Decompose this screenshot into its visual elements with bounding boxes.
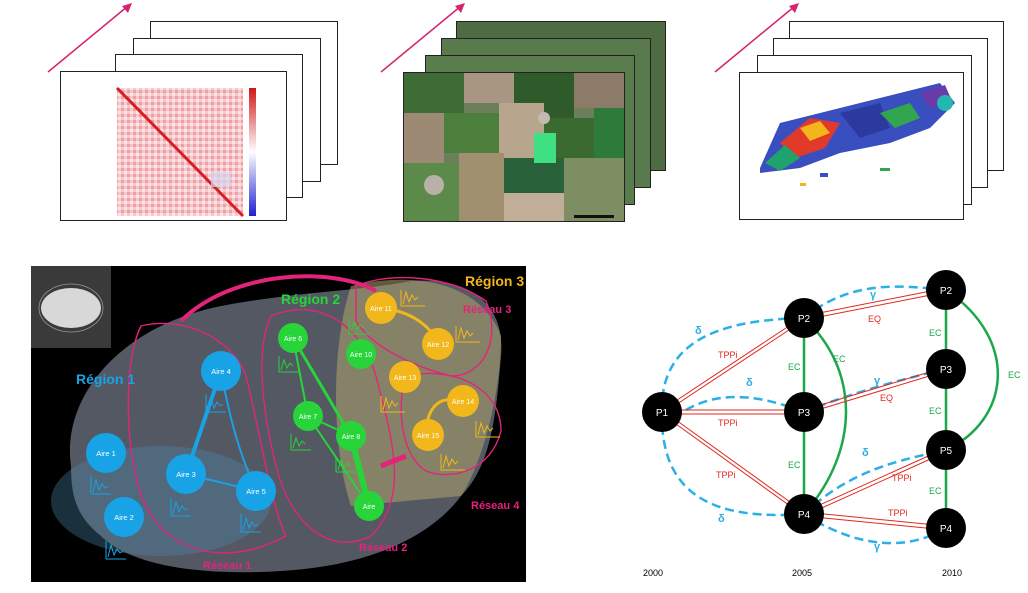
svg-text:EC: EC	[1008, 370, 1021, 380]
svg-text:Aire 2: Aire 2	[114, 513, 134, 522]
temporal-graph-panel: P1 P2 P3 P4 P2 P3 P5 P4 TPPi TPPi TPPi E…	[560, 262, 1028, 588]
node-p4-2005: P4	[784, 494, 824, 534]
svg-text:EC: EC	[788, 362, 801, 372]
network-1-label: Réseau 1	[203, 560, 251, 572]
svg-text:P3: P3	[940, 365, 953, 376]
network-link	[179, 274, 377, 323]
svg-text:TPPi: TPPi	[892, 473, 912, 483]
area-node-12: Aire 12	[422, 328, 454, 360]
svg-text:δ: δ	[695, 325, 702, 337]
network-2-label: Réseau 2	[359, 542, 407, 554]
svg-text:Aire: Aire	[363, 504, 376, 511]
area-node-3: Aire 3	[166, 454, 206, 494]
area-node-9: Aire	[354, 491, 384, 521]
area-node-11: Aire 11	[365, 292, 397, 324]
svg-text:EQ: EQ	[868, 314, 881, 324]
svg-text:γ: γ	[874, 541, 881, 553]
region-3-label: Région 3	[465, 273, 524, 289]
red-edge-labels: TPPi TPPi TPPi EQ EQ TPPi TPPi	[716, 314, 912, 518]
svg-text:EC: EC	[929, 328, 942, 338]
svg-text:P5: P5	[940, 446, 953, 457]
svg-text:Aire 15: Aire 15	[417, 433, 439, 440]
correlation-matrix	[60, 71, 287, 221]
area-node-14: Aire 14	[447, 385, 479, 417]
svg-text:2000: 2000	[643, 568, 663, 578]
svg-text:Aire 14: Aire 14	[452, 399, 474, 406]
dashed-edge-labels: δ δ δ γ γ δ γ	[695, 289, 881, 553]
svg-text:P4: P4	[940, 524, 953, 535]
area-node-13: Aire 13	[389, 361, 421, 393]
svg-text:Aire 13: Aire 13	[394, 375, 416, 382]
area-node-7: Aire 7	[293, 401, 323, 431]
area-node-1: Aire 1	[86, 433, 126, 473]
svg-text:Aire 11: Aire 11	[370, 306, 392, 313]
brain-network-panel: Aire 1 Aire 2 Aire 3 Aire 4 Aire 5 Aire …	[31, 266, 526, 582]
svg-text:Aire 7: Aire 7	[299, 414, 317, 421]
svg-text:EC: EC	[788, 460, 801, 470]
timeline-years: 2000 2005 2010	[643, 568, 962, 578]
svg-text:Aire 8: Aire 8	[342, 434, 360, 441]
node-p3-2010: P3	[926, 349, 966, 389]
svg-text:2005: 2005	[792, 568, 812, 578]
node-p2-2005: P2	[784, 298, 824, 338]
network-2-outline	[261, 309, 396, 543]
svg-text:Aire 4: Aire 4	[211, 367, 231, 376]
network-4-label: Réseau 4	[471, 500, 520, 512]
svg-text:EC: EC	[929, 406, 942, 416]
svg-text:δ: δ	[718, 513, 725, 525]
svg-text:EQ: EQ	[880, 393, 893, 403]
area-node-8: Aire 8	[336, 421, 366, 451]
svg-text:γ: γ	[874, 375, 881, 387]
svg-text:2010: 2010	[942, 568, 962, 578]
network-3-outline	[355, 276, 493, 377]
svg-text:TPPi: TPPi	[718, 418, 738, 428]
node-p1: P1	[642, 392, 682, 432]
node-p2-2010: P2	[926, 270, 966, 310]
region-1-label: Région 1	[76, 371, 135, 387]
svg-text:Aire 6: Aire 6	[284, 336, 302, 343]
svg-text:TPPi: TPPi	[718, 350, 738, 360]
svg-text:Aire 3: Aire 3	[176, 470, 196, 479]
brain-network-diagram: Aire 1 Aire 2 Aire 3 Aire 4 Aire 5 Aire …	[31, 266, 524, 573]
network-4-outline	[400, 372, 502, 476]
area-node-4: Aire 4	[201, 351, 241, 391]
time-arrow-1	[47, 3, 132, 73]
svg-text:P4: P4	[798, 510, 811, 521]
svg-text:P1: P1	[656, 408, 669, 419]
signal-glyphs	[90, 394, 261, 560]
time-arrow-3	[714, 3, 799, 73]
svg-text:δ: δ	[862, 447, 869, 459]
svg-text:EC: EC	[833, 354, 846, 364]
red-edges	[661, 287, 947, 531]
area-node-2: Aire 2	[104, 497, 144, 537]
svg-text:γ: γ	[870, 289, 877, 301]
area-node-6: Aire 6	[278, 323, 308, 353]
satellite-image	[403, 72, 625, 222]
area-node-15: Aire 15	[412, 419, 444, 451]
network-3-label: Réseau 3	[463, 304, 511, 316]
node-p4-2010: P4	[926, 508, 966, 548]
area-node-5: Aire 5	[236, 471, 276, 511]
svg-text:P2: P2	[798, 314, 811, 325]
temporal-graph: P1 P2 P3 P4 P2 P3 P5 P4 TPPi TPPi TPPi E…	[642, 270, 1021, 578]
area-node-10: Aire 10	[346, 339, 376, 369]
time-arrow-2	[380, 3, 465, 73]
svg-text:Aire 12: Aire 12	[427, 342, 449, 349]
svg-text:EC: EC	[929, 486, 942, 496]
node-p5-2010: P5	[926, 430, 966, 470]
node-p3-2005: P3	[784, 392, 824, 432]
svg-text:TPPi: TPPi	[888, 508, 908, 518]
ec-labels: EC EC EC EC EC EC EC	[788, 328, 1021, 496]
classification-map	[739, 72, 964, 220]
region-2-label: Région 2	[281, 291, 340, 307]
svg-text:TPPi: TPPi	[716, 470, 736, 480]
network-1-outline	[127, 322, 287, 554]
svg-text:Aire 10: Aire 10	[350, 352, 372, 359]
ec-edges	[802, 288, 999, 528]
svg-text:Aire 1: Aire 1	[96, 449, 116, 458]
svg-text:δ: δ	[746, 377, 753, 389]
svg-text:P2: P2	[940, 286, 953, 297]
svg-text:P3: P3	[798, 408, 811, 419]
svg-text:Aire 5: Aire 5	[246, 487, 266, 496]
